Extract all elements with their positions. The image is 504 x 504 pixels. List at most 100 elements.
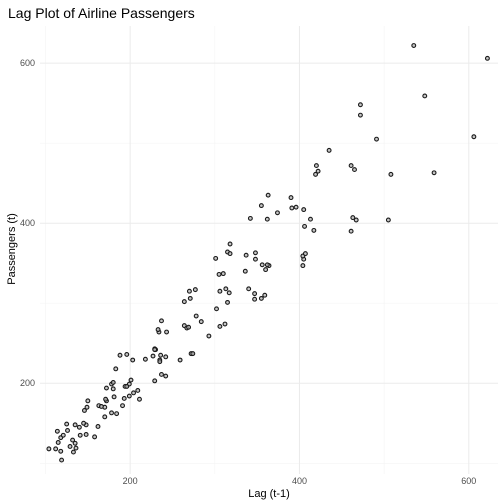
scatter-point	[225, 299, 230, 305]
scatter-point	[77, 432, 83, 438]
scatter-point	[64, 421, 70, 427]
scatter-point	[102, 414, 108, 420]
scatter-point	[124, 383, 130, 389]
scatter-point	[275, 210, 280, 216]
scatter-point	[135, 388, 141, 393]
scatter-point	[55, 440, 61, 445]
scatter-point	[471, 134, 477, 140]
scatter-point	[126, 393, 132, 399]
scatter-point	[110, 379, 116, 385]
scatter-point	[217, 288, 223, 294]
scatter-point	[120, 403, 125, 409]
scatter-point	[258, 203, 264, 209]
scatter-point	[124, 351, 130, 357]
scatter-point	[313, 163, 319, 169]
scatter-point	[227, 241, 233, 247]
scatter-point	[137, 396, 142, 402]
y-axis-title: Passengers (t)	[6, 213, 18, 285]
scatter-point	[65, 428, 70, 433]
scatter-point	[54, 428, 60, 434]
scatter-point	[350, 215, 356, 221]
scatter-point	[247, 215, 253, 221]
scatter-point	[315, 168, 321, 174]
scatter-point	[300, 263, 306, 269]
scatter-point	[84, 404, 90, 410]
scatter-point	[216, 271, 222, 277]
x-tick-label: 400	[292, 476, 307, 486]
scatter-point	[158, 352, 164, 358]
scatter-point	[353, 217, 359, 223]
scatter-point	[128, 377, 134, 383]
scatter-point	[206, 333, 212, 339]
scatter-point	[117, 352, 123, 358]
scatter-point	[357, 112, 363, 118]
scatter-point	[348, 228, 354, 234]
scatter-point	[70, 449, 76, 455]
scatter-point	[72, 422, 78, 428]
scatter-point	[104, 385, 109, 391]
scatter-point	[288, 195, 294, 201]
scatter-point	[150, 353, 156, 359]
scatter-point	[113, 366, 119, 372]
scatter-point	[263, 267, 269, 273]
scatter-point	[223, 286, 229, 292]
scatter-points	[46, 43, 490, 463]
scatter-point	[163, 354, 169, 360]
scatter-point	[98, 404, 104, 409]
scatter-point	[252, 296, 258, 302]
scatter-point	[192, 287, 198, 293]
scatter-point	[258, 295, 264, 301]
scatter-point	[103, 396, 109, 402]
scatter-point	[227, 251, 233, 257]
scatter-point	[348, 163, 354, 169]
scatter-point	[293, 204, 299, 210]
scatter-point	[60, 432, 66, 438]
scatter-point	[259, 262, 265, 268]
scatter-point	[252, 291, 258, 297]
scatter-point	[152, 378, 158, 384]
scatter-point	[157, 359, 163, 365]
scatter-point	[246, 286, 252, 292]
scatter-point	[264, 262, 270, 268]
scatter-point	[59, 457, 65, 463]
scatter-point	[73, 445, 79, 451]
scatter-point	[289, 205, 295, 211]
scatter-point	[58, 448, 64, 454]
y-tick-label: 200	[20, 378, 35, 388]
scatter-point	[357, 102, 363, 108]
scatter-point	[70, 437, 76, 443]
x-axis-title: Lag (t-1)	[248, 488, 290, 500]
y-tick-label: 600	[20, 58, 35, 68]
scatter-point	[142, 356, 148, 362]
scatter-point	[226, 290, 232, 296]
scatter-point	[163, 373, 169, 379]
scatter-point	[110, 386, 116, 392]
scatter-point	[159, 318, 164, 324]
scatter-point	[131, 390, 136, 396]
scatter-point	[53, 446, 59, 452]
scatter-point	[111, 394, 117, 400]
scatter-point	[85, 398, 91, 404]
plot-grid	[40, 26, 498, 474]
scatter-point	[385, 217, 391, 223]
scatter-point	[411, 43, 417, 48]
scatter-point	[164, 329, 170, 335]
scatter-point	[302, 223, 308, 229]
scatter-point	[177, 357, 183, 363]
scatter-point	[242, 268, 248, 274]
scatter-point	[67, 444, 73, 449]
scatter-point	[92, 434, 98, 440]
scatter-point	[152, 347, 158, 353]
scatter-point	[121, 396, 127, 401]
scatter-point	[109, 410, 114, 416]
scatter-point	[81, 420, 87, 426]
scatter-point	[81, 408, 87, 413]
scatter-point	[388, 171, 394, 177]
scatter-point	[222, 321, 228, 327]
scatter-point	[95, 424, 101, 429]
y-tick-label: 400	[20, 218, 35, 228]
scatter-point	[186, 324, 192, 330]
scatter-point	[422, 93, 428, 99]
scatter-point	[114, 411, 120, 417]
